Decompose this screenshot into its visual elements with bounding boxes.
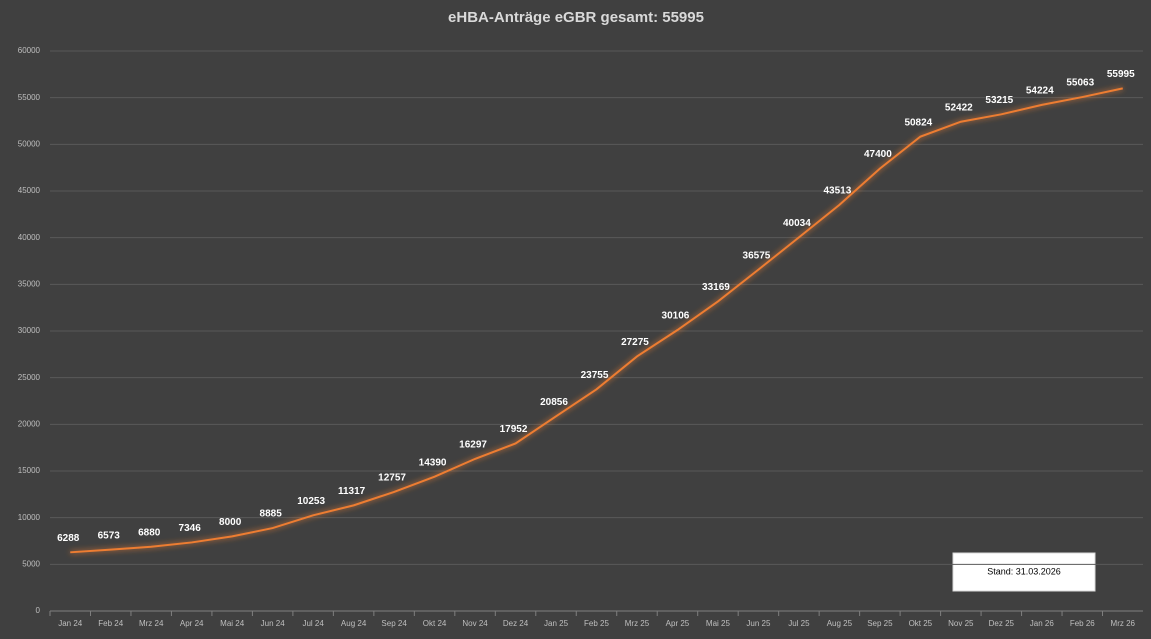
x-tick-label: Mrz 26: [1111, 619, 1136, 628]
data-label: 50824: [904, 117, 932, 128]
line: [70, 87, 1123, 554]
x-tick-label: Apr 25: [666, 619, 690, 628]
data-label: 23755: [581, 370, 609, 381]
data-label: 30106: [662, 311, 690, 322]
data-label: 8000: [219, 517, 242, 528]
x-tick-label: Mai 25: [706, 619, 731, 628]
x-tick-label: Feb 26: [1070, 619, 1095, 628]
data-label: 17952: [500, 424, 528, 435]
data-label: 12757: [378, 473, 406, 484]
data-label: 8885: [260, 509, 283, 520]
data-label: 16297: [459, 440, 487, 451]
x-tick-label: Feb 25: [584, 619, 609, 628]
data-label: 10253: [297, 496, 325, 507]
data-label: 6288: [57, 533, 80, 544]
data-label: 47400: [864, 149, 892, 160]
y-tick-label: 40000: [18, 233, 41, 242]
x-tick-label: Okt 25: [909, 619, 933, 628]
data-label: 7346: [179, 523, 202, 534]
data-label: 36575: [743, 250, 771, 261]
y-tick-label: 30000: [18, 326, 41, 335]
data-label: 52422: [945, 102, 973, 113]
x-tick-label: Jun 24: [261, 619, 286, 628]
x-tick-label: Apr 24: [180, 619, 204, 628]
y-tick-label: 10000: [18, 513, 41, 522]
x-tick-label: Feb 24: [98, 619, 123, 628]
x-tick-label: Okt 24: [423, 619, 447, 628]
x-tick-label: Dez 24: [503, 619, 529, 628]
y-tick-label: 25000: [18, 373, 41, 382]
data-label: 40034: [783, 218, 811, 229]
x-tick-label: Nov 24: [462, 619, 488, 628]
y-tick-label: 55000: [18, 93, 41, 102]
annotation-box: [952, 552, 1096, 592]
x-tick-label: Dez 25: [989, 619, 1015, 628]
x-tick-label: Jul 25: [788, 619, 810, 628]
data-label: 6573: [98, 530, 121, 541]
data-label: 6880: [138, 527, 161, 538]
data-label: 20856: [540, 397, 568, 408]
chart-title: eHBA-Anträge eGBR gesamt: 55995: [448, 9, 704, 26]
y-tick-label: 50000: [18, 139, 41, 148]
data-label: 43513: [823, 186, 851, 197]
y-tick-label: 5000: [22, 559, 40, 568]
x-tick-label: Nov 25: [948, 619, 974, 628]
x-tick-label: Jun 25: [746, 619, 771, 628]
data-label: 33169: [702, 282, 730, 293]
x-tick-label: Jan 25: [544, 619, 569, 628]
data-label: 14390: [419, 457, 447, 468]
data-label: 55063: [1066, 78, 1094, 89]
x-tick-label: Jan 24: [58, 619, 83, 628]
x-tick-label: Mrz 24: [139, 619, 164, 628]
y-tick-label: 0: [36, 606, 41, 615]
x-tick-label: Sep 25: [867, 619, 893, 628]
data-label: 11317: [338, 486, 366, 497]
y-tick-label: 15000: [18, 466, 41, 475]
x-tick-label: Aug 24: [341, 619, 367, 628]
y-tick-label: 45000: [18, 186, 41, 195]
x-tick-label: Aug 25: [827, 619, 853, 628]
annotation: Stand: 31.03.2026: [987, 566, 1061, 576]
x-tick-label: Jul 24: [302, 619, 324, 628]
x-tick-label: Sep 24: [381, 619, 407, 628]
y-tick-label: 60000: [18, 46, 41, 55]
data-label: 54224: [1026, 86, 1054, 97]
x-tick-label: Mai 24: [220, 619, 245, 628]
y-tick-label: 35000: [18, 279, 41, 288]
x-tick-label: Jan 26: [1030, 619, 1055, 628]
x-tick-label: Mrz 25: [625, 619, 650, 628]
data-label: 53215: [985, 95, 1013, 106]
data-label: 27275: [621, 337, 649, 348]
y-tick-label: 20000: [18, 419, 41, 428]
data-label: 55995: [1107, 69, 1135, 80]
